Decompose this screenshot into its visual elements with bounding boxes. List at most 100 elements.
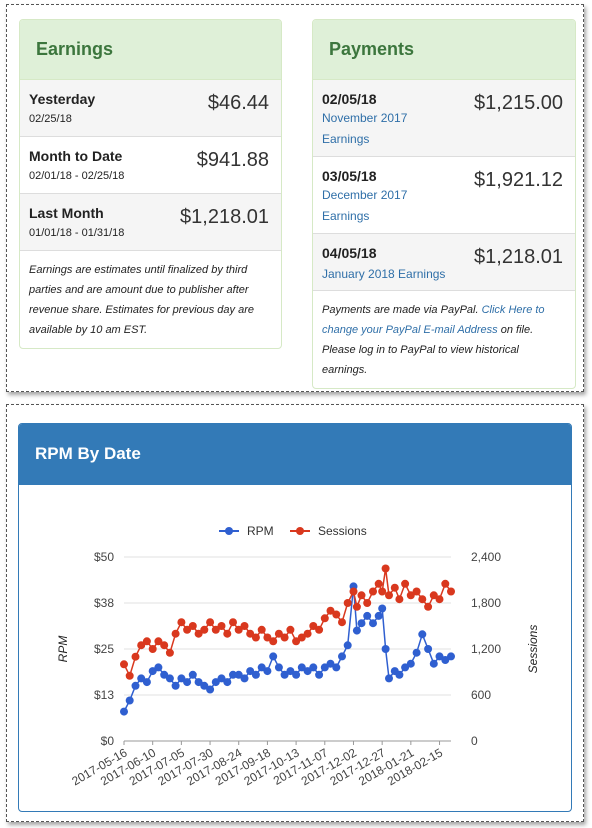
payments-row: 04/05/18 January 2018 Earnings $1,218.01 [313, 234, 575, 291]
data-point-rpm [246, 667, 255, 676]
data-point-rpm [338, 652, 346, 661]
legend-label: RPM [247, 524, 274, 538]
data-point-sessions [234, 625, 243, 634]
data-point-rpm [374, 611, 383, 620]
data-point-sessions [263, 633, 272, 642]
y-left-tick-label: $0 [101, 734, 115, 748]
y-right-tick-label: 1,200 [471, 642, 501, 656]
earnings-row-month-to-date: Month to Date 02/01/18 - 02/25/18 $941.8… [20, 137, 281, 194]
data-point-rpm [315, 670, 324, 679]
data-point-sessions [320, 614, 329, 623]
data-point-sessions [154, 637, 163, 646]
data-point-sessions [206, 618, 215, 627]
data-point-rpm [292, 670, 301, 679]
y-left-axis-title: RPM [56, 636, 70, 663]
data-point-rpm [412, 648, 421, 657]
payment-date: 02/05/18 [322, 91, 377, 107]
data-point-rpm [263, 667, 272, 676]
data-point-sessions [165, 648, 174, 657]
change-paypal-email-link[interactable]: Click Here to change your PayPal E-mail … [322, 304, 545, 336]
data-point-rpm [171, 681, 180, 690]
data-point-sessions [125, 671, 134, 680]
data-point-rpm [352, 626, 361, 635]
data-point-sessions [269, 637, 278, 646]
data-point-sessions [315, 625, 324, 634]
data-point-rpm [211, 678, 220, 687]
data-point-sessions [429, 591, 438, 600]
data-point-sessions [200, 625, 209, 634]
rpm-title: RPM By Date [35, 444, 141, 463]
data-point-rpm [332, 663, 341, 672]
data-point-sessions [160, 641, 169, 650]
payment-period-link[interactable]: January 2018 Earnings [322, 267, 446, 281]
legend-label: Sessions [318, 524, 367, 538]
data-point-rpm [320, 663, 329, 672]
data-point-rpm [240, 674, 249, 683]
payment-period-link-line2[interactable]: Earnings [322, 209, 370, 223]
data-point-sessions [131, 652, 140, 661]
y-right-tick-label: 2,400 [471, 550, 501, 564]
y-left-tick-label: $13 [94, 688, 114, 702]
data-point-sessions [240, 622, 249, 630]
earnings-row-yesterday: Yesterday 02/25/18 $46.44 [20, 80, 281, 137]
data-point-rpm [381, 645, 390, 653]
data-point-sessions [297, 633, 306, 642]
data-point-sessions [177, 618, 186, 627]
earnings-panel: Earnings Yesterday 02/25/18 $46.44 Month… [19, 19, 282, 349]
data-point-rpm [177, 674, 186, 683]
data-point-sessions [447, 587, 455, 596]
data-point-rpm [418, 630, 427, 639]
data-point-rpm [234, 670, 243, 679]
data-point-sessions [412, 587, 421, 596]
data-point-rpm [251, 670, 260, 679]
payment-amount: $1,921.12 [474, 169, 563, 191]
data-point-sessions [349, 587, 358, 596]
data-point-sessions [309, 622, 318, 630]
payment-amount: $1,218.01 [474, 246, 563, 268]
data-point-sessions [326, 606, 335, 615]
data-point-rpm [385, 674, 393, 683]
data-point-sessions [194, 629, 203, 638]
data-point-rpm [269, 652, 278, 661]
rpm-by-date-panel: RPM By Date $50 2,400 $38 1,800 $25 1,200 $13 6… [18, 423, 572, 812]
data-point-sessions [120, 660, 128, 669]
data-point-rpm [223, 678, 232, 687]
data-point-sessions [171, 629, 180, 638]
payment-period-link[interactable]: November 2017 [322, 111, 408, 125]
payments-header: Payments [313, 20, 575, 80]
data-point-rpm [165, 674, 174, 683]
data-point-sessions [274, 629, 283, 638]
payment-period-link[interactable]: December 2017 [322, 188, 408, 202]
y-left-tick-label: $50 [94, 550, 114, 564]
data-point-rpm [154, 663, 163, 672]
data-point-rpm [200, 681, 209, 690]
payment-period-link-line2[interactable]: Earnings [322, 132, 370, 146]
earnings-row-date: 02/25/18 [29, 113, 72, 125]
earnings-note: Earnings are estimates until finalized b… [29, 264, 255, 336]
data-point-rpm [206, 685, 215, 694]
data-point-rpm [229, 670, 237, 679]
y-right-tick-label: 600 [471, 688, 491, 702]
data-point-sessions [441, 579, 450, 588]
earnings-row-amount: $1,218.01 [180, 206, 269, 228]
data-point-rpm [257, 663, 266, 672]
earnings-row-last-month: Last Month 01/01/18 - 01/31/18 $1,218.01 [20, 194, 281, 251]
data-point-sessions [381, 564, 390, 573]
earnings-title: Earnings [36, 39, 114, 59]
data-point-rpm [309, 663, 318, 672]
data-point-rpm [137, 674, 146, 683]
data-point-rpm [286, 667, 295, 676]
data-point-sessions [374, 579, 383, 588]
y-right-tick-label: 0 [471, 734, 478, 748]
payments-note-prefix: Payments are made via PayPal. [322, 304, 482, 316]
data-point-rpm [194, 678, 203, 687]
data-point-sessions [378, 587, 387, 596]
data-point-rpm [280, 670, 289, 679]
payments-row: 03/05/18 December 2017 Earnings $1,921.1… [313, 157, 575, 234]
data-point-sessions [401, 579, 410, 588]
payments-title: Payments [329, 39, 415, 59]
data-point-sessions [406, 591, 415, 600]
data-point-rpm [142, 678, 151, 687]
data-point-rpm [297, 663, 306, 672]
earnings-row-label: Month to Date [29, 148, 123, 164]
